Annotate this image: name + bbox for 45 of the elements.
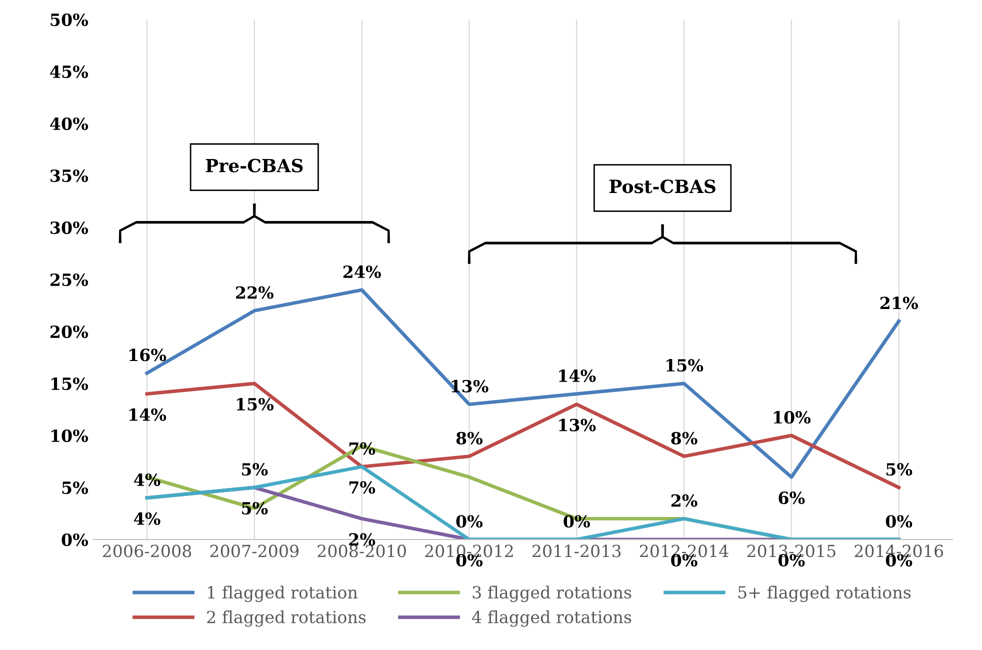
- data-label: 10%: [774, 411, 811, 424]
- data-label: 7%: [349, 442, 376, 455]
- y-tick-label: 5%: [62, 481, 88, 494]
- annotation: Post-CBAS: [609, 180, 716, 194]
- legend-label: 1 flagged rotation: [208, 586, 358, 602]
- data-label: 5%: [242, 463, 268, 476]
- data-label: 16%: [130, 348, 166, 362]
- legend-label: 4 flagged rotations: [472, 610, 632, 627]
- data-label: 13%: [559, 418, 596, 432]
- y-tick-label: 35%: [50, 169, 88, 182]
- data-label: 4%: [134, 473, 160, 486]
- y-tick-label: 50%: [50, 13, 88, 26]
- legend-label: 3 flagged rotations: [472, 586, 632, 602]
- x-tick-label: 2008-2010: [318, 544, 406, 558]
- y-tick-label: 10%: [51, 429, 88, 442]
- data-label: 15%: [666, 359, 704, 372]
- data-label: 24%: [343, 265, 381, 278]
- y-tick-label: 20%: [50, 325, 88, 338]
- data-label: 14%: [559, 369, 596, 382]
- y-tick-label: 45%: [50, 65, 88, 78]
- data-label: 4%: [134, 512, 160, 525]
- x-tick-label: 2006-2008: [102, 544, 192, 558]
- data-label: 7%: [349, 481, 376, 494]
- x-tick-label: 2011-2013: [532, 544, 621, 558]
- data-label: 0%: [456, 515, 483, 528]
- data-label: 8%: [456, 432, 483, 444]
- y-tick-label: 30%: [50, 221, 88, 234]
- y-tick-label: 0%: [62, 533, 88, 546]
- legend-label: 2 flagged rotations: [207, 610, 366, 627]
- data-label: 2%: [349, 533, 376, 546]
- data-label: 6%: [778, 492, 805, 504]
- data-label: 8%: [671, 432, 698, 444]
- x-tick-label: 2007-2009: [210, 544, 299, 558]
- data-label: 2%: [671, 494, 698, 507]
- data-label: 15%: [236, 398, 274, 411]
- data-label: 0%: [886, 515, 912, 528]
- y-tick-label: 25%: [50, 273, 88, 286]
- annotation: Pre-CBAS: [206, 158, 303, 172]
- legend-label: 5+ flagged rotations: [738, 586, 911, 602]
- y-tick-label: 15%: [51, 377, 88, 390]
- y-tick-label: 40%: [50, 117, 88, 130]
- data-label: 21%: [880, 296, 918, 310]
- data-label: 22%: [236, 286, 274, 299]
- data-label: 5%: [886, 463, 912, 476]
- data-label: 14%: [130, 408, 166, 421]
